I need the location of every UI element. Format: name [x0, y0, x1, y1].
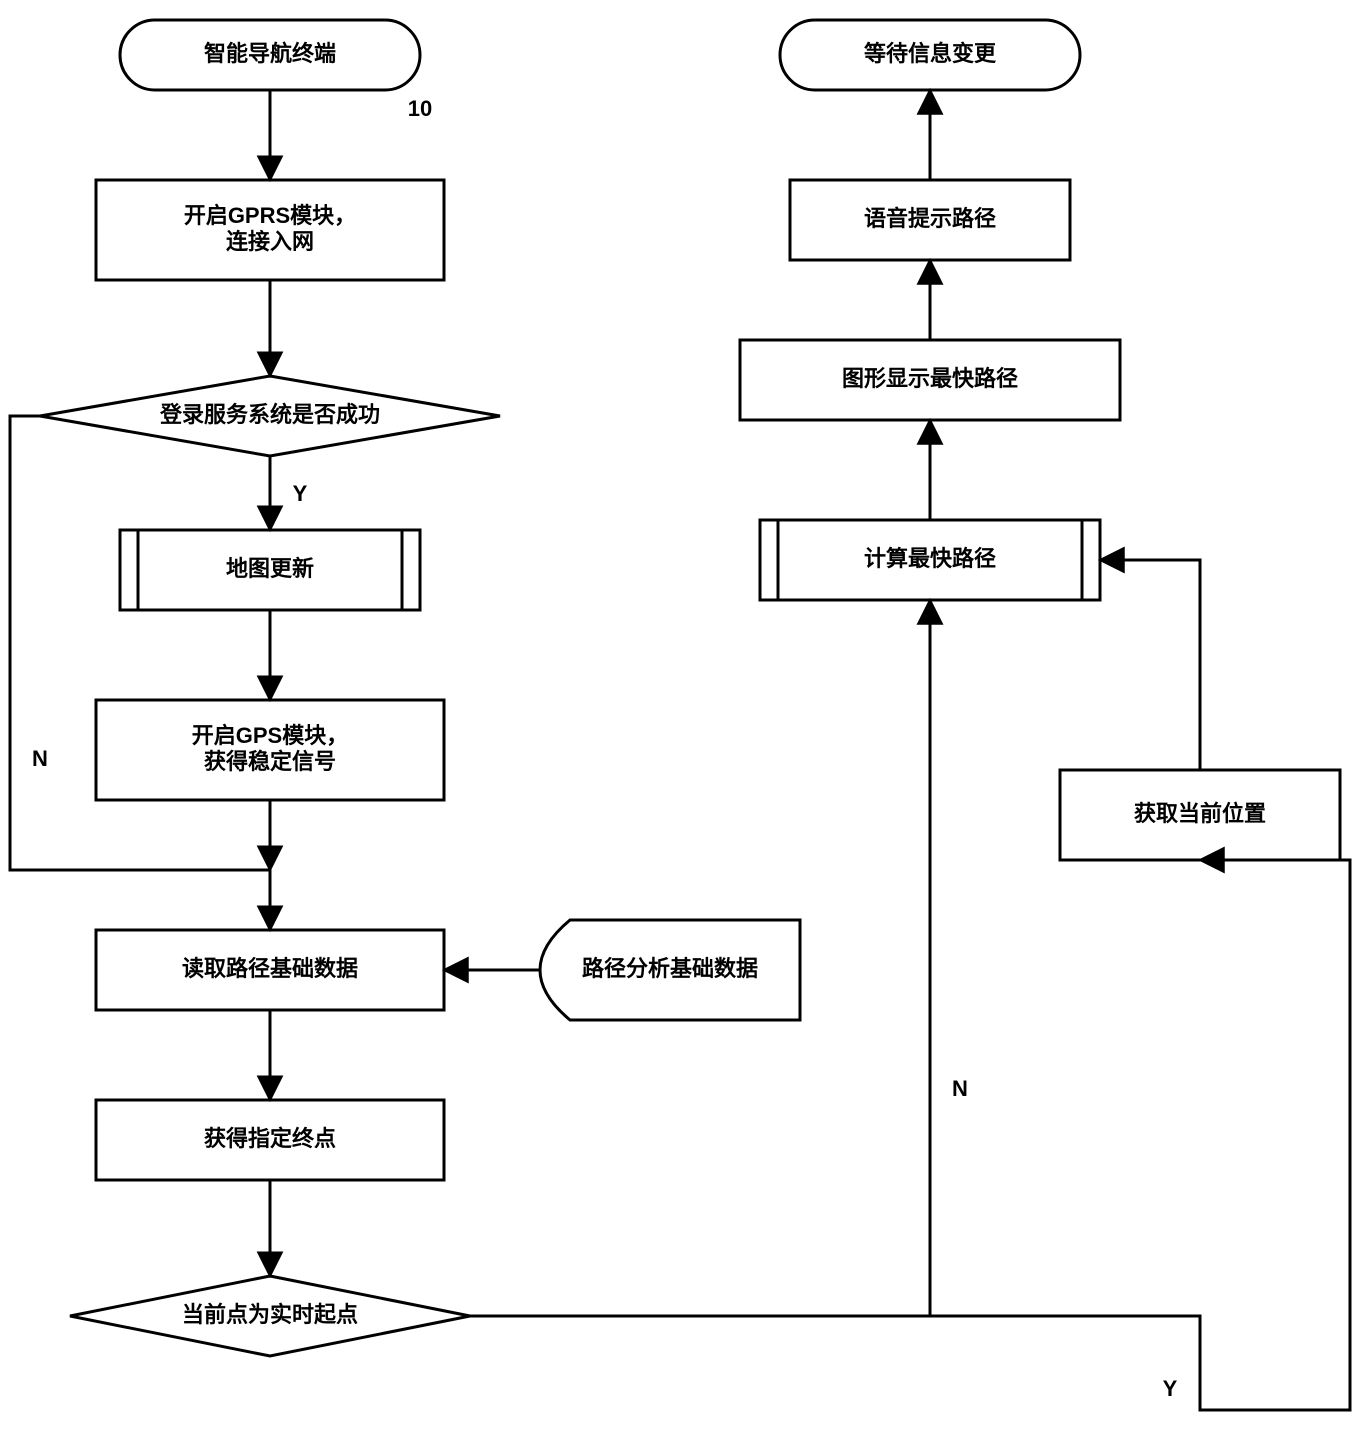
edge-13: [470, 1276, 930, 1316]
svg-text:图形显示最快路径: 图形显示最快路径: [842, 366, 1018, 391]
svg-text:登录服务系统是否成功: 登录服务系统是否成功: [159, 402, 380, 427]
edge-10: [470, 860, 1350, 1410]
svg-text:开启GPS模块，: 开启GPS模块，: [192, 723, 348, 748]
svg-text:开启GPRS模块，: 开启GPRS模块，: [184, 203, 356, 228]
flowchart-canvas: 智能导航终端 10 开启GPRS模块，连接入网登录服务系统是否成功地图更新开启GPS…: [0, 0, 1369, 1452]
svg-text:N: N: [952, 1076, 968, 1101]
svg-text:N: N: [32, 746, 48, 771]
svg-text:连接入网: 连接入网: [226, 229, 314, 254]
svg-text:等待信息变更: 等待信息变更: [864, 41, 997, 66]
svg-text:10: 10: [408, 96, 432, 121]
svg-text:地图更新: 地图更新: [226, 556, 314, 581]
svg-text:Y: Y: [1163, 1376, 1178, 1401]
edge-5: [10, 416, 270, 870]
svg-text:智能导航终端: 智能导航终端: [204, 41, 336, 66]
svg-text:读取路径基础数据: 读取路径基础数据: [182, 956, 358, 981]
edge-11: [1100, 560, 1200, 770]
svg-text:获取当前位置: 获取当前位置: [1134, 801, 1266, 826]
svg-text:路径分析基础数据: 路径分析基础数据: [582, 956, 758, 981]
svg-text:语音提示路径: 语音提示路径: [864, 206, 996, 231]
svg-text:获得稳定信号: 获得稳定信号: [204, 749, 336, 774]
svg-text:计算最快路径: 计算最快路径: [864, 546, 996, 571]
svg-text:获得指定终点: 获得指定终点: [204, 1126, 336, 1151]
svg-text:Y: Y: [293, 481, 308, 506]
svg-text:当前点为实时起点: 当前点为实时起点: [182, 1302, 358, 1327]
